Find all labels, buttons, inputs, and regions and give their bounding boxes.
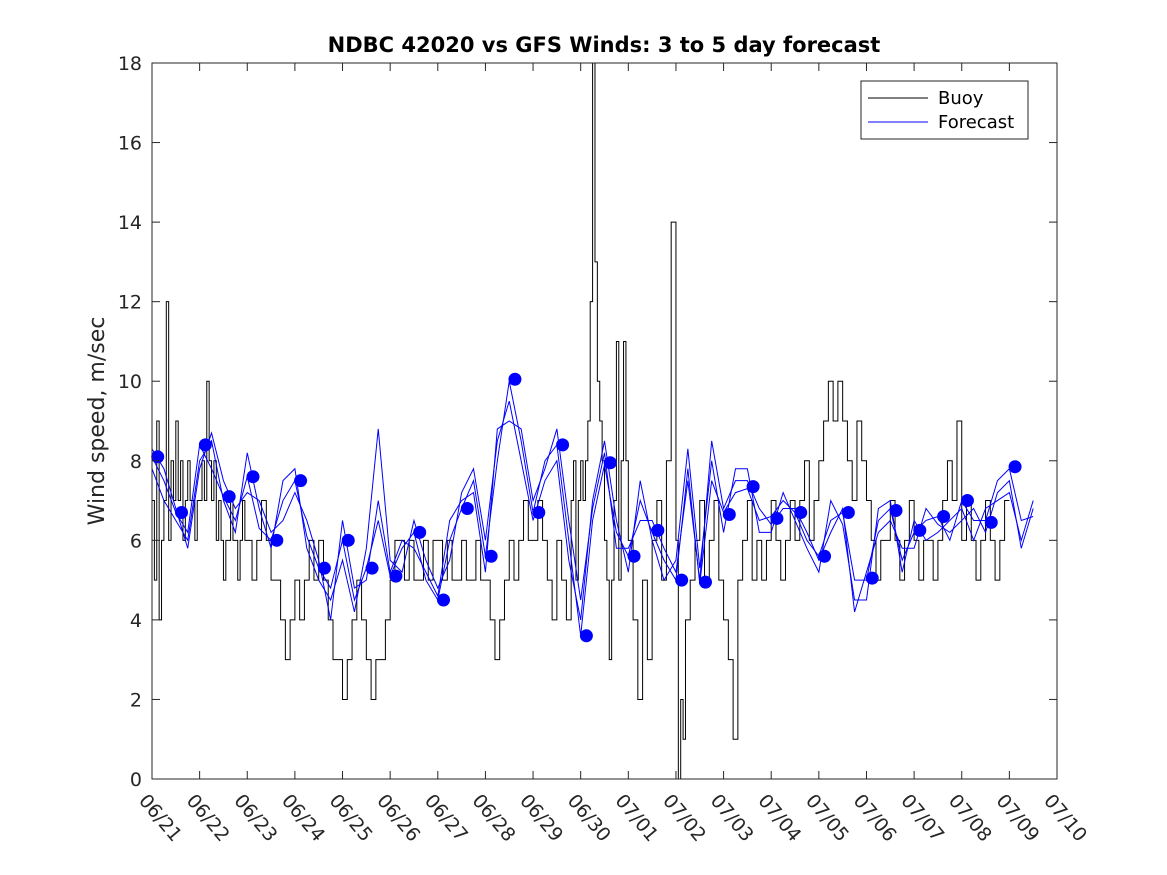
y-tick-label: 16	[118, 133, 142, 155]
forecast-point	[532, 505, 546, 519]
forecast-point	[317, 561, 331, 575]
y-tick-label: 2	[130, 689, 142, 711]
forecast-point	[222, 490, 236, 504]
y-tick-label: 10	[118, 371, 142, 393]
y-tick-label: 0	[130, 769, 142, 791]
axes-background	[152, 63, 1057, 779]
legend-box	[860, 80, 1029, 140]
forecast-point	[889, 504, 903, 517]
y-tick-label: 18	[118, 53, 142, 75]
forecast-point	[722, 507, 736, 521]
axes-frame	[151, 62, 1058, 780]
forecast-points-layer	[151, 372, 1022, 643]
forecast-point	[508, 372, 522, 386]
forecast-point	[151, 450, 165, 464]
forecast-point	[960, 494, 974, 508]
y-tick-label: 6	[130, 530, 142, 552]
forecast-point	[437, 593, 451, 607]
y-tick-label: 4	[130, 610, 142, 632]
forecast-point	[389, 569, 403, 583]
buoy-layer	[152, 62, 1010, 780]
forecast-point	[913, 523, 927, 537]
legend-label-buoy: Buoy	[938, 88, 984, 109]
forecast-point	[698, 575, 712, 589]
forecast-series-line-2	[151, 400, 1034, 620]
forecast-point	[579, 629, 593, 643]
forecast-point	[556, 438, 570, 452]
y-tick-label: 8	[130, 451, 142, 473]
y-tick-label: 14	[118, 212, 142, 234]
forecast-point	[341, 533, 355, 547]
forecast-point	[198, 438, 212, 452]
forecast-point	[246, 470, 260, 484]
forecast-layer	[151, 381, 1034, 636]
forecast-point	[794, 505, 808, 519]
chart-title: NDBC 42020 vs GFS Winds: 3 to 5 day fore…	[328, 33, 881, 57]
forecast-point	[818, 549, 832, 563]
forecast-series-line-1	[151, 381, 1034, 636]
forecast-point	[627, 549, 641, 563]
y-tick-label: 12	[118, 292, 142, 314]
forecast-point	[413, 525, 427, 539]
forecast-point	[270, 533, 284, 547]
forecast-point	[294, 474, 308, 488]
forecast-point	[841, 505, 855, 519]
y-axis-label: Wind speed, m/sec	[85, 317, 110, 526]
forecast-point	[746, 480, 760, 494]
forecast-point	[460, 502, 474, 516]
buoy-series-line	[152, 62, 1010, 780]
forecast-point	[675, 573, 689, 587]
forecast-point	[651, 523, 665, 537]
y-axis: 0 2 4 6 8 10 12 14 16 18	[118, 53, 1057, 791]
forecast-point	[365, 561, 379, 575]
forecast-point	[937, 509, 951, 523]
forecast-point	[1008, 460, 1022, 474]
forecast-point	[984, 515, 998, 529]
forecast-point	[770, 511, 784, 525]
plot-area	[152, 63, 1057, 779]
legend-label-forecast: Forecast	[938, 112, 1014, 133]
forecast-point	[175, 505, 189, 519]
forecast-point	[603, 456, 617, 470]
legend: Buoy Forecast	[860, 80, 1029, 140]
forecast-point	[865, 571, 879, 585]
forecast-series-line-3	[151, 420, 1034, 620]
forecast-point	[484, 549, 498, 563]
